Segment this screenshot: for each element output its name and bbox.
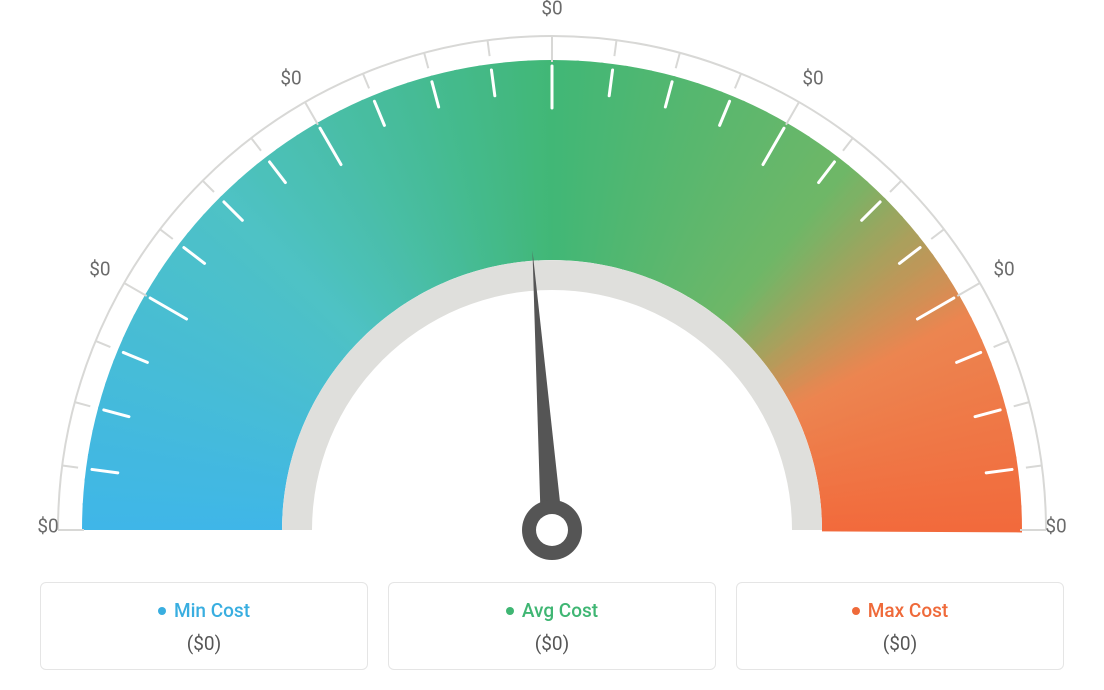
gauge-tick-label: $0: [37, 515, 58, 538]
gauge-chart: $0 $0 $0 $0 $0 $0 $0: [0, 0, 1104, 560]
legend-card-max: Max Cost ($0): [736, 582, 1064, 670]
legend-card-avg: Avg Cost ($0): [388, 582, 716, 670]
gauge-tick-label: $0: [541, 0, 562, 20]
legend-card-min: Min Cost ($0): [40, 582, 368, 670]
legend-max-value: ($0): [747, 632, 1053, 655]
legend-row: Min Cost ($0) Avg Cost ($0) Max Cost ($0…: [40, 582, 1064, 670]
legend-min-value: ($0): [51, 632, 357, 655]
gauge-svg: [0, 0, 1104, 560]
legend-avg-label: Avg Cost: [506, 599, 598, 622]
gauge-tick-label: $0: [280, 66, 301, 89]
gauge-tick-label: $0: [89, 258, 110, 281]
gauge-tick-label: $0: [802, 66, 823, 89]
gauge-tick-label: $0: [1045, 515, 1066, 538]
legend-avg-value: ($0): [399, 632, 705, 655]
legend-min-label: Min Cost: [158, 599, 250, 622]
gauge-tick-label: $0: [993, 258, 1014, 281]
legend-max-label: Max Cost: [852, 599, 948, 622]
